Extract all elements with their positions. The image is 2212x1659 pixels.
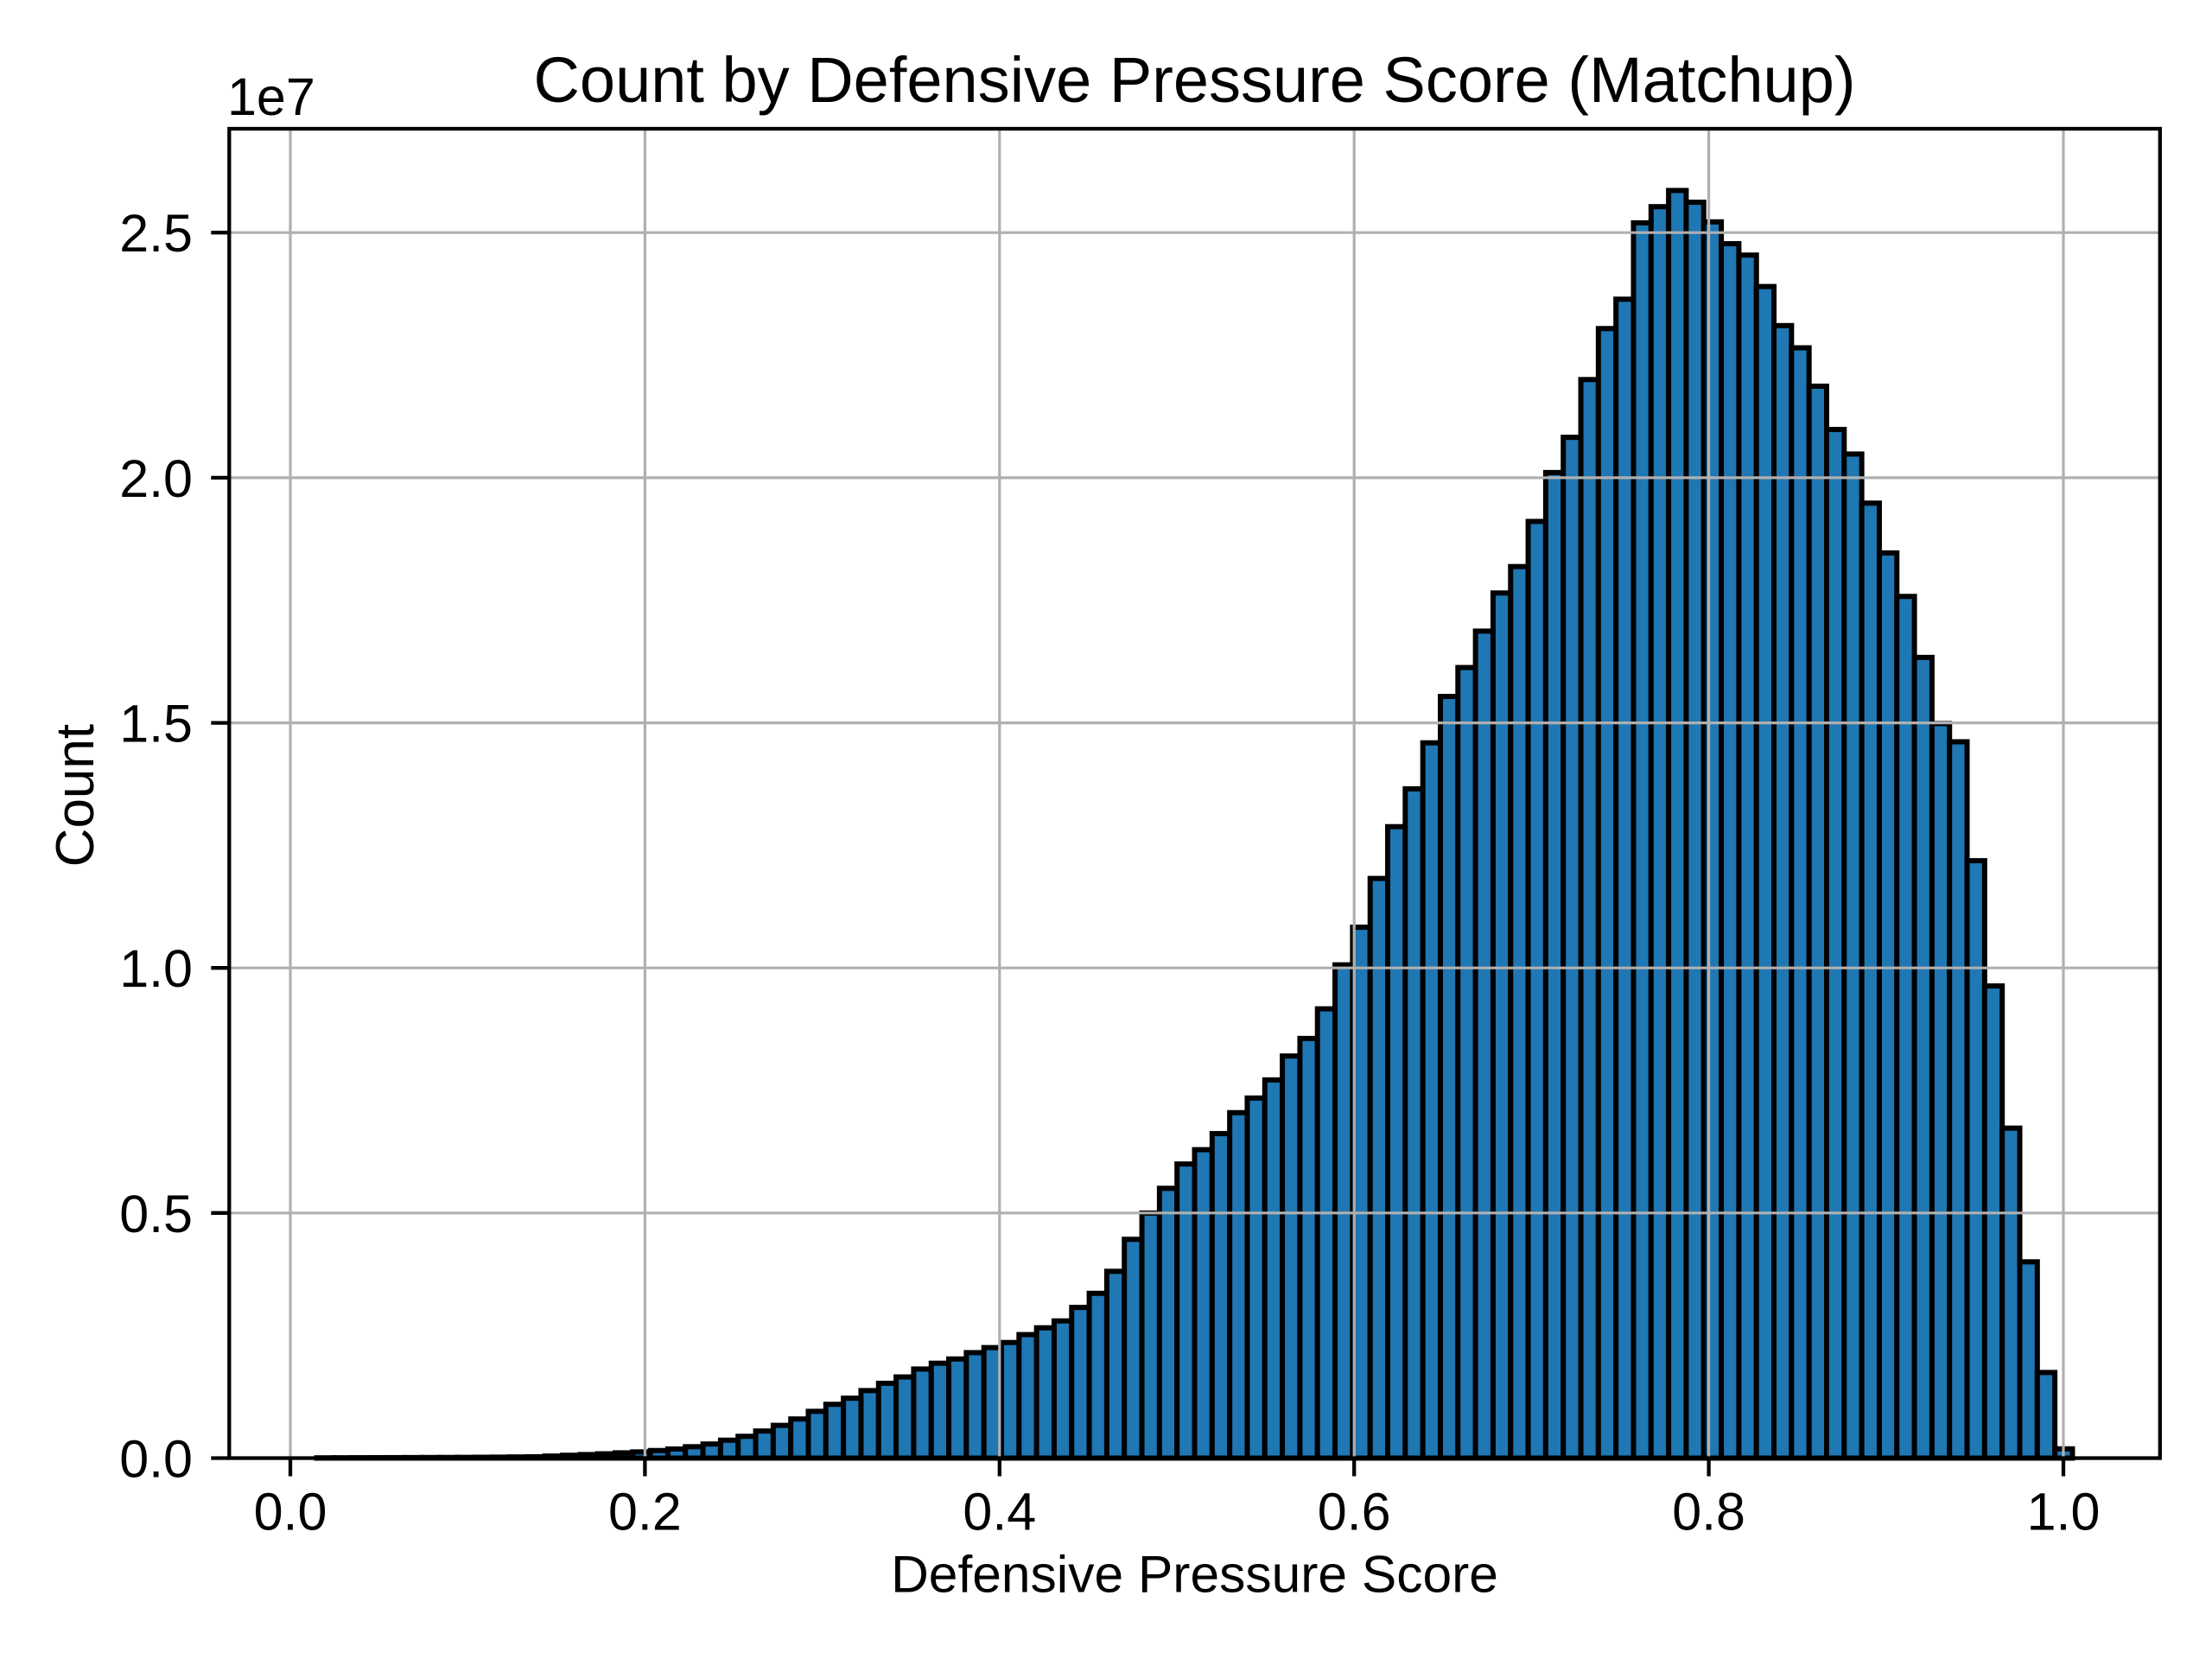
svg-text:1e7: 1e7 (227, 67, 315, 126)
svg-text:Count by Defensive Pressure Sc: Count by Defensive Pressure Score (Match… (533, 44, 1855, 116)
svg-text:0.0: 0.0 (119, 1429, 193, 1488)
svg-text:2.5: 2.5 (119, 204, 193, 263)
svg-text:2.0: 2.0 (119, 449, 193, 508)
svg-text:0.0: 0.0 (254, 1482, 327, 1541)
svg-text:Count: Count (46, 724, 105, 867)
svg-text:0.2: 0.2 (608, 1482, 682, 1541)
svg-text:1.0: 1.0 (2027, 1482, 2101, 1541)
svg-text:0.6: 0.6 (1318, 1482, 1391, 1541)
svg-text:0.5: 0.5 (119, 1185, 193, 1243)
svg-text:0.4: 0.4 (963, 1482, 1036, 1541)
svg-text:Defensive Pressure Score: Defensive Pressure Score (891, 1544, 1498, 1603)
svg-text:1.5: 1.5 (119, 695, 193, 753)
svg-text:0.8: 0.8 (1672, 1482, 1745, 1541)
svg-text:1.0: 1.0 (119, 939, 193, 998)
